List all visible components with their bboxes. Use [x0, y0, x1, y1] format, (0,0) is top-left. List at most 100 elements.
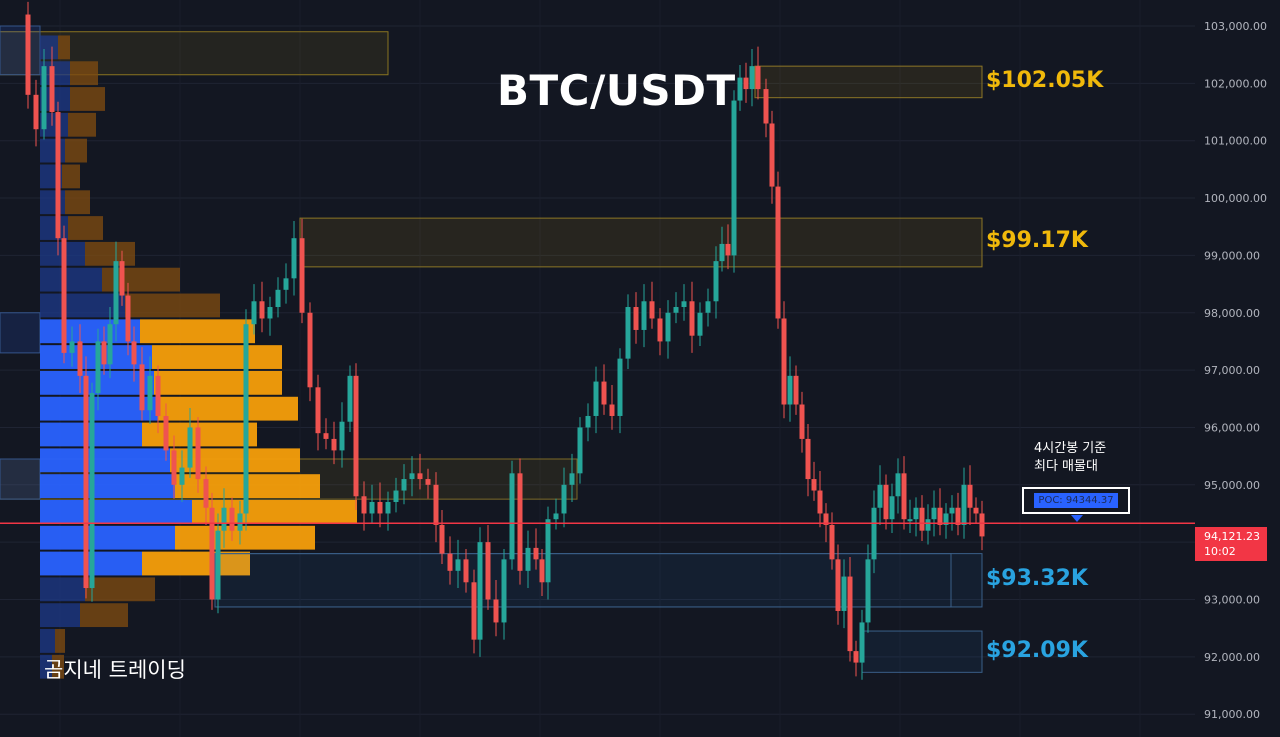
- candle-body: [221, 507, 227, 531]
- candlesticks: [25, 1, 985, 680]
- candle-body: [215, 530, 221, 600]
- candle-body: [25, 14, 31, 95]
- volume-bar-up: [40, 138, 65, 163]
- candle-body: [577, 427, 583, 474]
- candle-body: [949, 507, 955, 514]
- candle-body: [979, 513, 985, 537]
- candle-body: [649, 301, 655, 319]
- candle-body: [353, 375, 359, 497]
- volume-bar-up: [40, 61, 70, 86]
- candle-body: [877, 484, 883, 508]
- volume-bar-up: [40, 190, 65, 215]
- current-price-tag: 94,121.23 10:02: [1195, 527, 1267, 561]
- poc-annotation: 4시간봉 기준 최다 매물대: [1034, 440, 1106, 476]
- candle-body: [787, 375, 793, 405]
- candle-body: [931, 507, 937, 520]
- candle-body: [385, 502, 391, 514]
- candle-body: [553, 513, 559, 520]
- volume-bar-down: [125, 293, 220, 318]
- candle-body: [545, 519, 551, 583]
- candle-body: [937, 507, 943, 525]
- candle-body: [155, 375, 161, 416]
- volume-bar-up: [40, 629, 55, 653]
- candle-body: [601, 381, 607, 405]
- candle-body: [315, 387, 321, 434]
- poc-note-line2: 최다 매물대: [1034, 459, 1098, 474]
- volume-bar-down: [52, 654, 64, 679]
- price-tick-label: 98,000.00: [1204, 307, 1260, 320]
- volume-bar-down: [152, 345, 282, 369]
- candle-body: [83, 375, 89, 589]
- candle-body: [323, 433, 329, 439]
- candle-body: [393, 490, 399, 503]
- candle-body: [417, 473, 423, 480]
- candle-body: [955, 507, 961, 525]
- candle-body: [889, 496, 895, 520]
- candle-body: [107, 324, 113, 365]
- volume-bar-down: [85, 577, 155, 602]
- level-label-99k: $99.17K: [986, 228, 1088, 254]
- candle-body: [139, 364, 145, 411]
- poc-label-box: POC: 94344.37: [1022, 487, 1130, 514]
- candle-body: [705, 301, 711, 313]
- candle-body: [477, 542, 483, 640]
- candle-body: [871, 507, 877, 560]
- candle-body: [561, 484, 567, 514]
- candle-body: [763, 89, 769, 124]
- candle-body: [725, 243, 731, 256]
- candle-body: [299, 238, 305, 313]
- candle-body: [493, 599, 499, 623]
- volume-bar-down: [140, 319, 255, 344]
- candle-body: [49, 66, 55, 113]
- volume-bar-up: [40, 216, 68, 240]
- volume-bar-down: [62, 164, 80, 189]
- candle-body: [799, 404, 805, 439]
- candle-body: [609, 404, 615, 416]
- candle-body: [719, 243, 725, 262]
- candle-body: [913, 507, 919, 520]
- volume-bar-down: [68, 216, 103, 240]
- candle-body: [533, 547, 539, 560]
- candle-body: [847, 576, 853, 652]
- volume-bar-down: [158, 396, 298, 421]
- level-zone: [861, 630, 983, 673]
- candle-body: [805, 438, 811, 480]
- candle-body: [101, 341, 107, 365]
- candle-body: [485, 542, 491, 600]
- candle-body: [617, 358, 623, 416]
- candle-body: [283, 278, 289, 290]
- candle-body: [961, 484, 967, 525]
- candle-body: [865, 559, 871, 623]
- candle-body: [229, 507, 235, 531]
- candle-body: [769, 123, 775, 187]
- candle-body: [187, 427, 193, 468]
- candle-body: [919, 507, 925, 531]
- volume-bar-up: [40, 35, 58, 60]
- volume-bar-down: [65, 190, 90, 215]
- poc-arrow-icon: [1071, 515, 1083, 522]
- candle-body: [331, 438, 337, 451]
- volume-bar-down: [170, 448, 300, 473]
- candle-body: [973, 507, 979, 514]
- candle-body: [967, 484, 973, 508]
- left-zone-blue: [0, 312, 41, 354]
- candle-body: [179, 467, 185, 485]
- candle-body: [291, 238, 297, 279]
- candle-body: [471, 582, 477, 640]
- candle-body: [731, 100, 737, 256]
- candle-body: [895, 473, 901, 497]
- candle-body: [171, 450, 177, 485]
- candle-body: [339, 421, 345, 451]
- level-zone-inner: [214, 553, 952, 608]
- volume-bar-down: [70, 61, 98, 86]
- volume-bar-up: [40, 577, 85, 602]
- level-zones: [214, 65, 983, 673]
- candle-body: [737, 77, 743, 101]
- candle-body: [307, 312, 313, 388]
- level-zone: [754, 65, 983, 99]
- volume-bar-up: [40, 319, 140, 344]
- candle-body: [113, 261, 119, 325]
- candle-body: [859, 622, 865, 663]
- volume-bar-down: [55, 629, 65, 653]
